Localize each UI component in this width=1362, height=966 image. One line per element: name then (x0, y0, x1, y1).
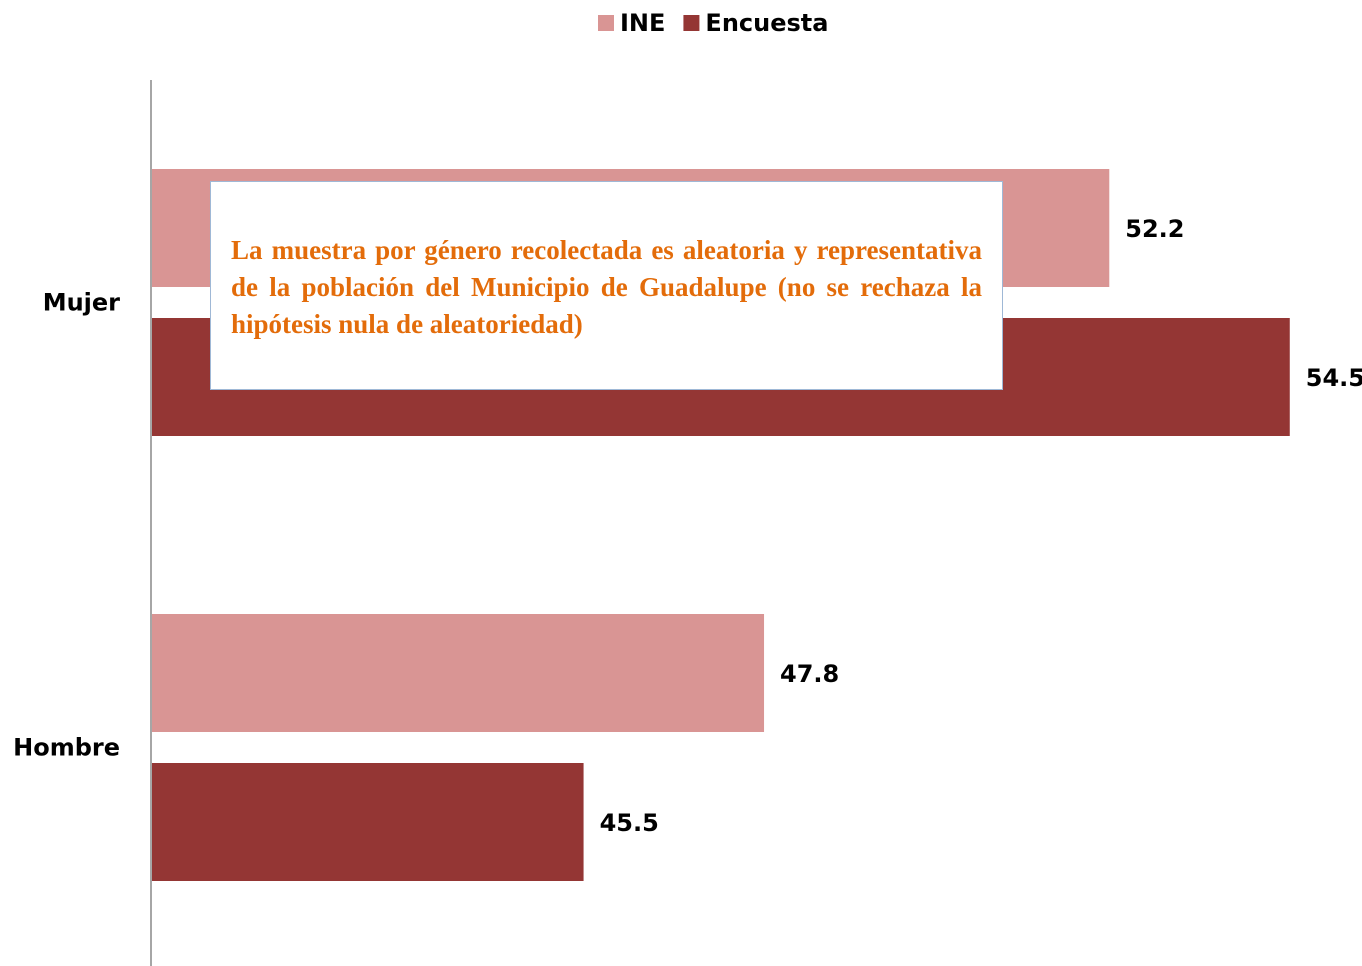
value-label: 52.2 (1125, 215, 1184, 243)
annotation: La muestra por género recolectada es ale… (210, 181, 1003, 390)
legend-label: Encuesta (705, 9, 828, 37)
legend-swatch (598, 15, 614, 31)
value-label: 45.5 (600, 809, 659, 837)
legend-swatch (683, 15, 700, 31)
bar (152, 614, 765, 732)
value-label: 47.8 (780, 660, 839, 688)
y-tick-label: Mujer (43, 289, 120, 317)
bar (152, 763, 584, 881)
legend-label: INE (620, 9, 665, 37)
y-tick-label: Hombre (13, 734, 120, 762)
value-label: 54.5 (1306, 364, 1362, 392)
